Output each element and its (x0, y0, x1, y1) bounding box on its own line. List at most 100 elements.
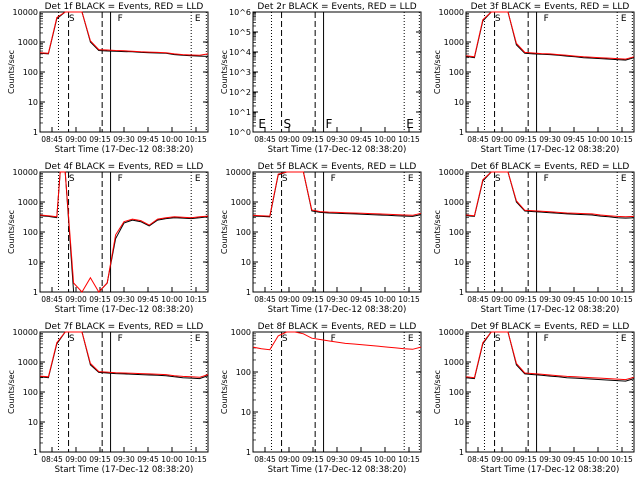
phase-marker-label: F (118, 14, 123, 24)
y-tick-label: 1000 (18, 358, 38, 367)
phase-marker-label: F (326, 117, 333, 131)
y-tick-label: 100 (23, 388, 38, 397)
x-tick-label: 09:45 (350, 455, 372, 464)
x-tick-label: 09:00 (65, 135, 87, 144)
y-tick-label: 10 (454, 258, 464, 267)
x-tick-label: 08:45 (254, 295, 276, 304)
x-tick-label: 09:30 (113, 135, 135, 144)
panel-title: Det 5f BLACK = Events, RED = LLD (258, 162, 417, 172)
x-tick-label: 10:15 (398, 295, 420, 304)
x-tick-label: 10:00 (587, 135, 609, 144)
y-tick-label: 1000 (18, 38, 38, 47)
x-tick-label: 09:00 (278, 455, 300, 464)
y-tick-label: 10000 (13, 8, 38, 17)
phase-marker-label: S (69, 334, 75, 344)
y-tick-label: 10 (241, 408, 251, 417)
y-tick-label: 100 (23, 228, 38, 237)
plot-frame (39, 11, 209, 133)
plot-frame (465, 171, 635, 293)
x-tick-label: 10:00 (374, 295, 396, 304)
panel-title: Det 8f BLACK = Events, RED = LLD (258, 322, 417, 332)
plot-frame (252, 171, 422, 293)
x-tick-label: 10:15 (185, 135, 207, 144)
x-tick-label: 09:45 (137, 295, 159, 304)
x-tick-label: 08:45 (41, 455, 63, 464)
series-line-lld (465, 171, 635, 218)
x-tick-label: 10:00 (587, 295, 609, 304)
y-axis-label: Counts/sec (433, 50, 442, 94)
x-tick-label: 08:45 (467, 295, 489, 304)
x-tick-label: 09:00 (65, 295, 87, 304)
y-tick-label: 1000 (444, 38, 464, 47)
plot-frame (465, 331, 635, 453)
x-tick-label: 09:00 (278, 295, 300, 304)
series-line-lld (252, 331, 422, 351)
phase-marker-label: S (69, 14, 75, 24)
y-tick-label: 1 (246, 288, 251, 297)
plot-frame (252, 11, 422, 133)
detector-panel-6: Det 6f BLACK = Events, RED = LLD 1 10 100 10… (433, 162, 635, 315)
panel-title: Det 2r BLACK = Events, RED = LLD (257, 2, 416, 12)
x-tick-label: 10:15 (611, 455, 633, 464)
phase-marker-label: E (195, 14, 201, 24)
detector-panel-4: Det 4f BLACK = Events, RED = LLD 1 10 100 10… (7, 162, 209, 315)
x-tick-label: 10:00 (161, 295, 183, 304)
x-tick-label: 09:45 (563, 295, 585, 304)
x-tick-label: 09:45 (350, 295, 372, 304)
y-tick-label: 1 (459, 128, 464, 137)
x-tick-label: 09:15 (89, 455, 111, 464)
y-axis-label: Counts/sec (7, 50, 16, 94)
phase-marker-label: F (331, 174, 336, 184)
y-tick-label: 100 (236, 228, 251, 237)
y-tick-label: 10^5 (229, 28, 251, 37)
x-tick-label: 09:00 (491, 455, 513, 464)
y-axis-label: Counts/sec (433, 370, 442, 414)
x-tick-label: 09:15 (302, 135, 324, 144)
y-axis-label: Counts/sec (7, 210, 16, 254)
detector-panel-5: Det 5f BLACK = Events, RED = LLD 1 10 100 10… (220, 162, 422, 315)
x-tick-label: 10:15 (398, 455, 420, 464)
x-tick-label: 09:30 (326, 295, 348, 304)
x-tick-label: 10:15 (611, 295, 633, 304)
y-tick-label: 1000 (231, 198, 251, 207)
y-tick-label: 1000 (444, 198, 464, 207)
y-tick-label: 1 (33, 448, 38, 457)
phase-marker-label: F (544, 14, 549, 24)
x-tick-label: 09:30 (113, 295, 135, 304)
y-axis-label: Counts/sec (433, 210, 442, 254)
x-axis-label: Start Time (17-Dec-12 08:38:20) (268, 465, 407, 475)
y-tick-label: 10 (28, 258, 38, 267)
x-tick-label: 09:15 (302, 455, 324, 464)
x-tick-label: 09:00 (491, 295, 513, 304)
series-line-events (465, 171, 635, 219)
x-tick-label: 09:00 (278, 135, 300, 144)
series-line-events (465, 331, 635, 382)
phase-marker-label: E (406, 117, 414, 131)
y-tick-label: 10^3 (229, 68, 251, 77)
x-tick-label: 09:30 (539, 295, 561, 304)
y-tick-label: 100 (449, 388, 464, 397)
panel-title: Det 6f BLACK = Events, RED = LLD (471, 162, 630, 172)
x-axis-label: Start Time (17-Dec-12 08:38:20) (268, 145, 407, 155)
phase-marker-label: E (195, 334, 201, 344)
x-tick-label: 09:45 (563, 455, 585, 464)
x-tick-label: 10:00 (374, 135, 396, 144)
x-axis-label: Start Time (17-Dec-12 08:38:20) (55, 305, 194, 315)
x-tick-label: 09:15 (515, 295, 537, 304)
phase-marker-label: E (408, 334, 414, 344)
phase-marker-label: S (495, 334, 501, 344)
y-tick-label: 10000 (439, 168, 464, 177)
x-tick-label: 09:15 (89, 135, 111, 144)
phase-marker-label: E (258, 117, 266, 131)
y-axis-label: Counts/sec (220, 50, 229, 94)
y-tick-label: 100 (449, 68, 464, 77)
x-tick-label: 10:00 (374, 455, 396, 464)
x-tick-label: 09:45 (350, 135, 372, 144)
x-tick-label: 08:45 (467, 135, 489, 144)
detector-panel-3: Det 3f BLACK = Events, RED = LLD 1 10 100 10… (433, 2, 635, 155)
series-line-lld (39, 171, 209, 293)
x-tick-label: 09:45 (563, 135, 585, 144)
x-tick-label: 09:15 (89, 295, 111, 304)
x-tick-label: 09:00 (491, 135, 513, 144)
detector-panel-7: Det 7f BLACK = Events, RED = LLD 1 10 100 10… (7, 322, 209, 475)
